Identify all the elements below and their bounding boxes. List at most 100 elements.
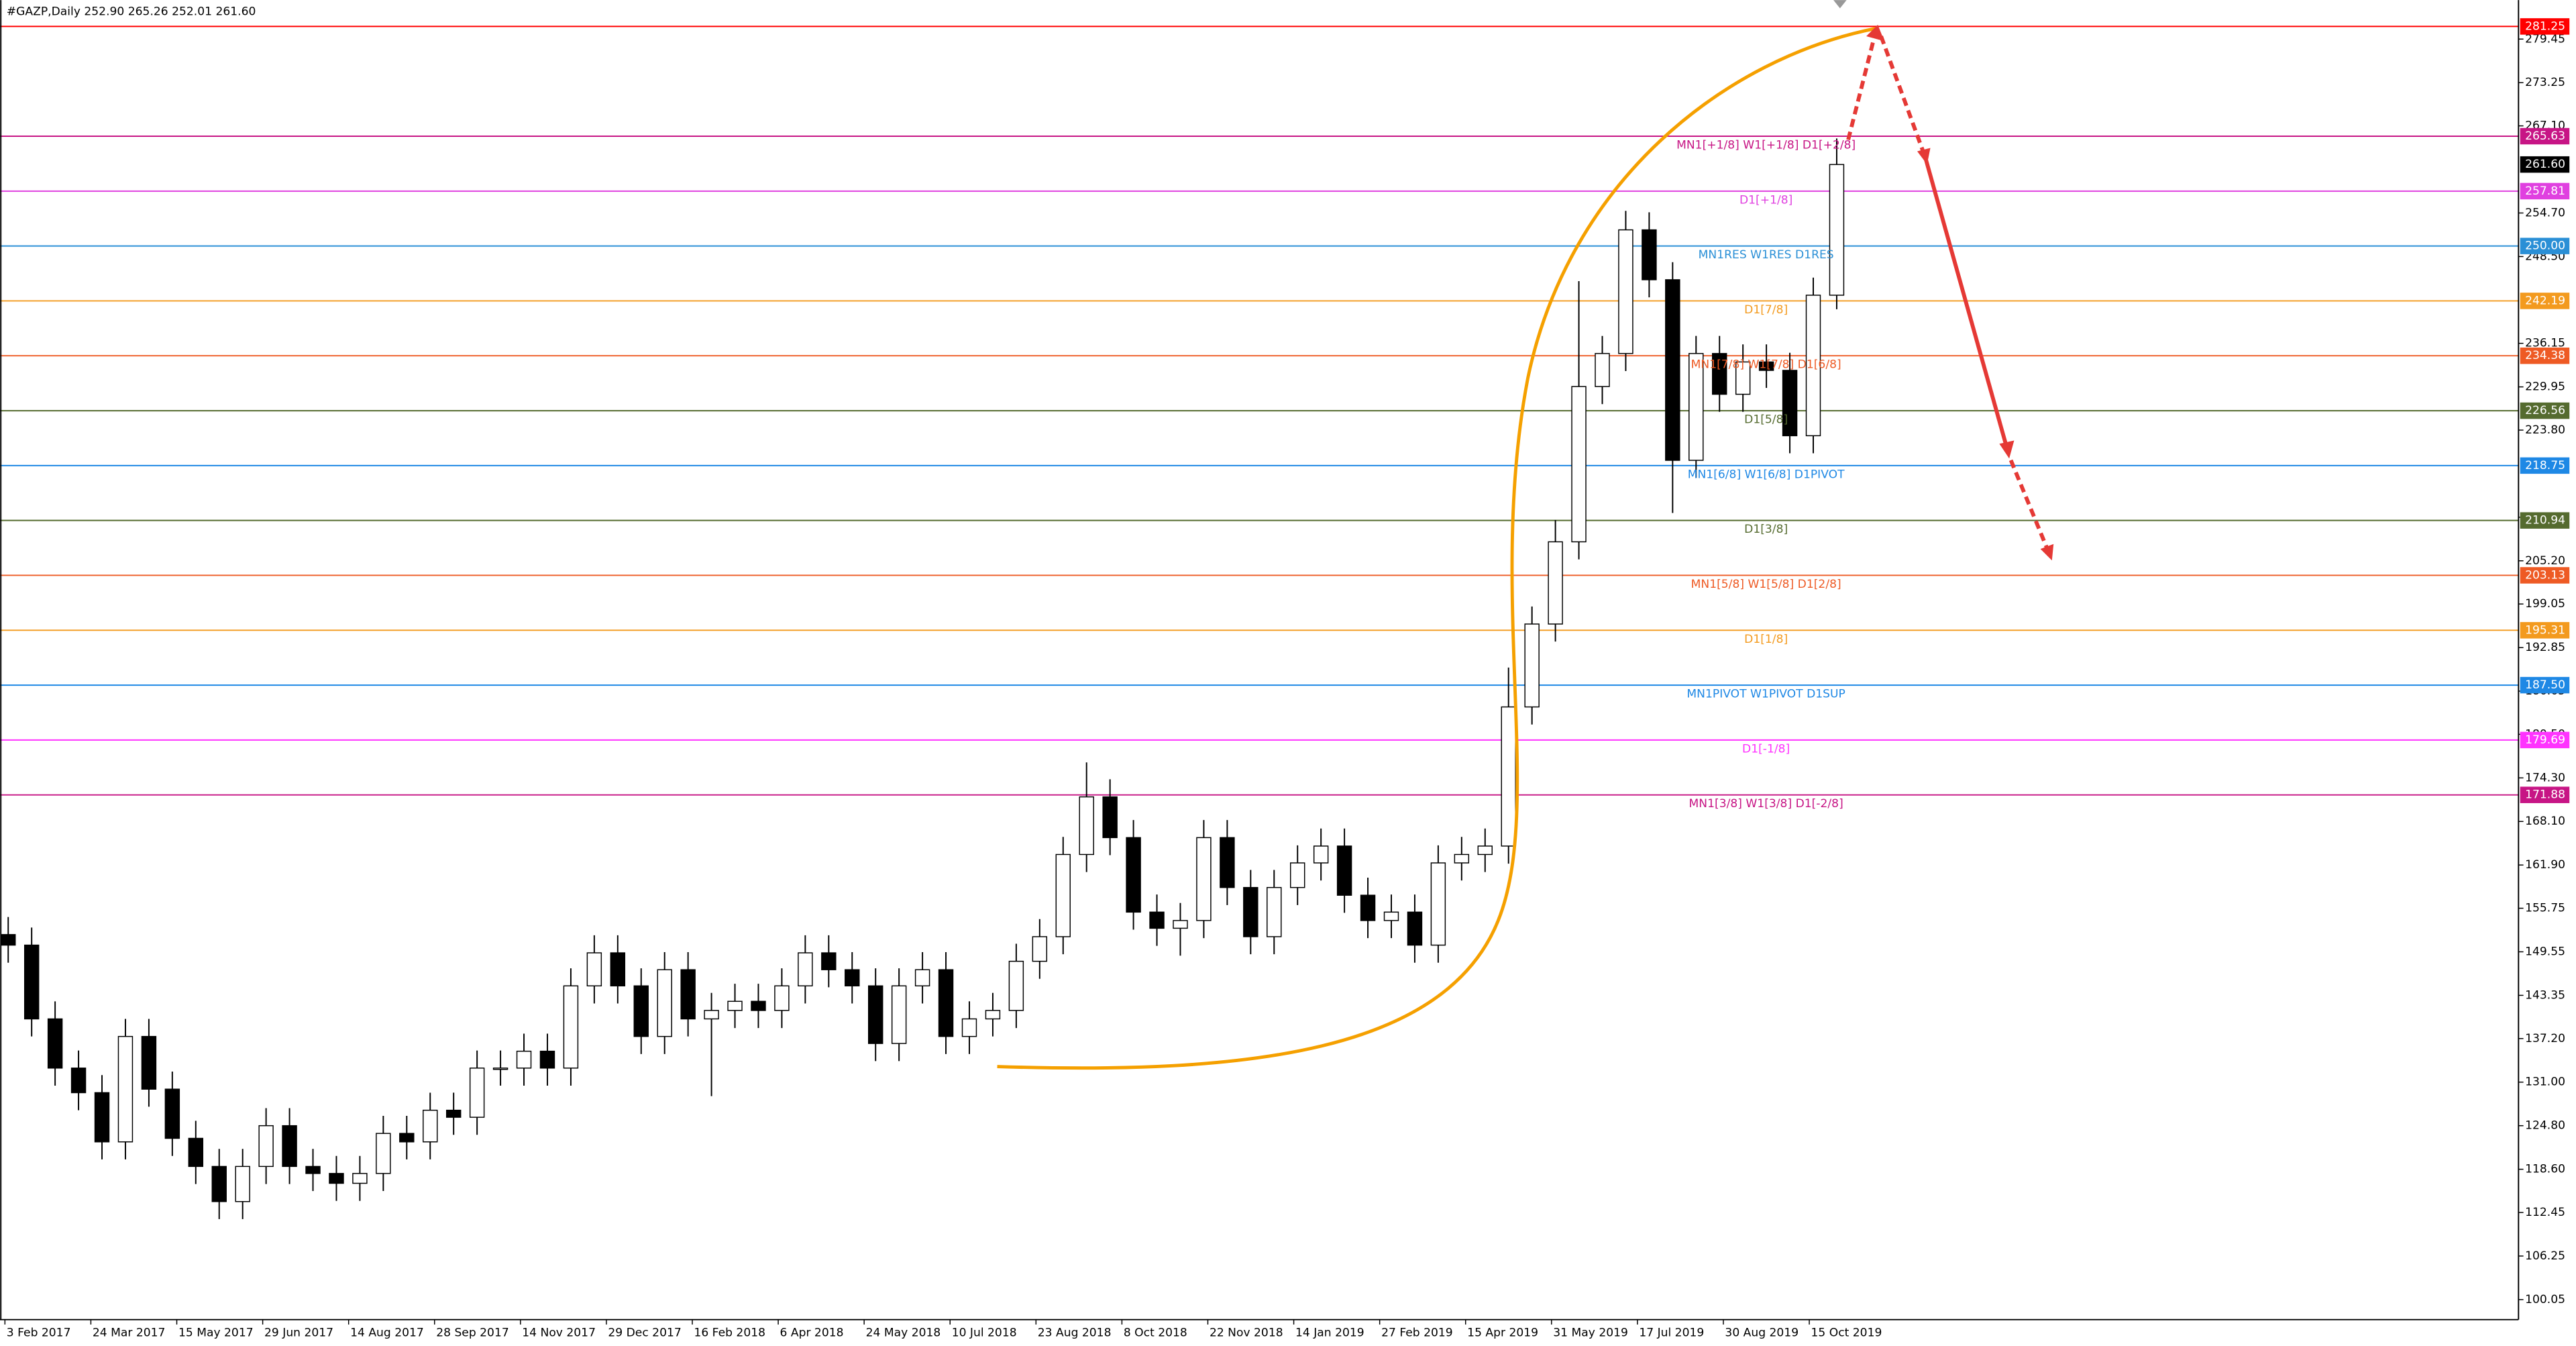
y-tick-label: 199.05 (2525, 597, 2565, 611)
price-badge-label: 250.00 (2525, 240, 2565, 253)
candle-body (1126, 837, 1141, 913)
candle-body (563, 985, 579, 1069)
candle-body (1008, 960, 1024, 1011)
x-tick-label: 29 Jun 2017 (264, 1326, 333, 1339)
x-tick-label: 14 Aug 2017 (350, 1326, 424, 1339)
arrow-solid (1923, 157, 2010, 451)
level-text: MN1[6/8] W1[6/8] D1PIVOT (1688, 468, 1845, 481)
last-price-badge (2520, 156, 2570, 173)
x-tick-label: 30 Aug 2019 (1725, 1326, 1799, 1339)
price-badge-label: 218.75 (2525, 459, 2565, 472)
y-tick-label: 229.95 (2525, 380, 2565, 394)
price-badge (2520, 293, 2570, 309)
arrow-dashed (1879, 36, 1927, 159)
candle-body (938, 969, 954, 1037)
arrow-dashed (1846, 36, 1877, 141)
candle-body (1758, 361, 1774, 371)
level-text: MN1[+1/8] W1[+1/8] D1[+2/8] (1676, 138, 1856, 152)
forecast-curve (997, 26, 1878, 1070)
level-text: D1[7/8] (1744, 303, 1788, 317)
price-badge (2520, 512, 2570, 529)
candles (1, 138, 1845, 1219)
y-tick-label: 118.60 (2525, 1163, 2565, 1176)
price-badge (2520, 567, 2570, 584)
level-labels: MN1[+1/8] W1[+1/8] D1[+2/8] D1[+1/8] MN1RE… (1676, 138, 1856, 811)
candle-body (1055, 853, 1071, 937)
y-tick-label: 137.20 (2525, 1032, 2565, 1045)
level-text: D1[3/8] (1744, 523, 1788, 536)
candle-body (329, 1173, 344, 1184)
candle-body (751, 1000, 766, 1011)
candle-body (1196, 837, 1212, 921)
price-badge (2520, 457, 2570, 474)
level-text: D1[+1/8] (1739, 193, 1792, 207)
candle-body (1454, 853, 1470, 864)
candle-body (1290, 862, 1305, 888)
y-tick-label: 236.15 (2525, 337, 2565, 350)
candle-body (1243, 886, 1258, 937)
candle-body (1595, 353, 1610, 387)
price-badge-label: 234.38 (2525, 349, 2565, 362)
candle-body (117, 1035, 133, 1143)
x-tick-label: 14 Jan 2019 (1295, 1326, 1364, 1339)
candle-body (1079, 796, 1094, 856)
x-tick-label: 15 May 2017 (178, 1326, 254, 1339)
x-tick-label: 24 Mar 2017 (93, 1326, 166, 1339)
price-badge (2520, 347, 2570, 364)
candle-body (1477, 845, 1493, 856)
candle-body (539, 1050, 555, 1069)
y-tick-label: 112.45 (2525, 1206, 2565, 1219)
candle-body (727, 1000, 743, 1011)
candle-body (586, 952, 602, 987)
candle-body (164, 1088, 180, 1139)
price-badge-label: 265.63 (2525, 130, 2565, 143)
candle-body (1267, 886, 1282, 937)
x-tick-label: 31 May 2019 (1553, 1326, 1628, 1339)
x-tick-label: 14 Nov 2017 (522, 1326, 596, 1339)
x-tick-label: 28 Sep 2017 (436, 1326, 509, 1339)
candle-body (1173, 920, 1188, 929)
candle-body (961, 1018, 977, 1037)
candle-body (211, 1166, 227, 1202)
level-text: D1[5/8] (1744, 413, 1788, 427)
candle-body (399, 1133, 415, 1143)
candle-body (1735, 361, 1751, 395)
candle-body (774, 985, 790, 1011)
candle-body (94, 1092, 110, 1143)
period-marker (1833, 0, 1847, 9)
price-badge (2520, 127, 2570, 145)
candle-body (1665, 279, 1680, 461)
price-badge-label: 195.31 (2525, 623, 2565, 637)
arrow-dashed (2008, 459, 2051, 554)
candle-body (1829, 164, 1845, 296)
candle-body (657, 969, 672, 1037)
candle-body (445, 1109, 462, 1118)
price-badge (2520, 183, 2570, 200)
level-lines (0, 25, 2519, 796)
candle-body (1407, 911, 1423, 946)
candle-body (423, 1109, 438, 1143)
price-badge-label: 179.69 (2525, 733, 2565, 747)
candle-body (1360, 894, 1376, 921)
y-tick-label: 124.80 (2525, 1119, 2565, 1133)
candle-body (1430, 862, 1446, 946)
level-text: MN1[5/8] W1[5/8] D1[2/8] (1691, 578, 1841, 591)
arrow-head (1917, 148, 1931, 165)
arrow-head (1866, 24, 1884, 42)
price-badge (2520, 402, 2570, 419)
price-badge-label: 171.88 (2525, 788, 2565, 802)
candle-body (1032, 936, 1048, 962)
x-tick-label: 16 Feb 2018 (694, 1326, 765, 1339)
x-tick-label: 6 Apr 2018 (780, 1326, 844, 1339)
candle-body (1102, 796, 1118, 839)
candle-body (23, 944, 40, 1020)
x-tick-label: 27 Feb 2019 (1381, 1326, 1453, 1339)
candle-body (1642, 229, 1657, 280)
x-tick-label: 24 May 2018 (866, 1326, 941, 1339)
candle-body (798, 952, 813, 987)
y-tick-label: 155.75 (2525, 902, 2565, 915)
candle-body (1618, 229, 1633, 354)
price-badge (2520, 731, 2570, 749)
y-tick-label: 149.55 (2525, 945, 2565, 958)
